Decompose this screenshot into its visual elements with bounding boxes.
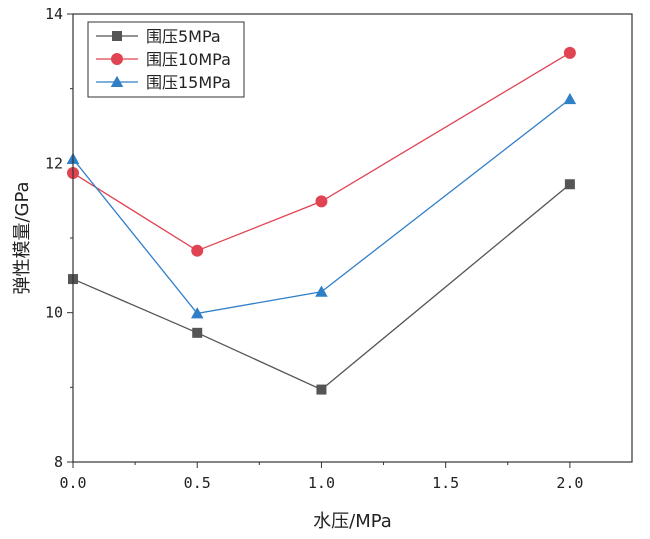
- series-line: [72, 183, 571, 391]
- y-tick-label: 14: [45, 5, 63, 23]
- ticks-layer: 0.0 0.5 1.0 1.5 2.0 8 10 12 14: [45, 5, 583, 492]
- data-point: [564, 179, 575, 190]
- data-point: [315, 195, 328, 208]
- data-point: [110, 75, 124, 87]
- x-tick-label: 0.5: [184, 474, 211, 492]
- x-axis-title: 水压/MPa: [313, 511, 392, 532]
- data-point: [563, 92, 577, 105]
- legend-label: 围压5MPa: [146, 27, 221, 46]
- x-tick-label: 0.0: [59, 474, 86, 492]
- x-tick-label: 1.0: [308, 474, 335, 492]
- data-point: [315, 285, 328, 297]
- data-point: [190, 307, 204, 319]
- legend-item: 围压10MPa: [96, 50, 231, 69]
- data-point: [191, 244, 204, 257]
- x-tick-label: 2.0: [556, 474, 583, 492]
- data-point: [192, 327, 203, 338]
- legend-label: 围压15MPa: [146, 73, 231, 92]
- legend-item: 围压15MPa: [96, 73, 231, 92]
- y-tick-label: 8: [54, 453, 63, 471]
- y-tick-label: 10: [45, 304, 63, 322]
- series-2: [67, 46, 576, 257]
- legend-label: 围压10MPa: [146, 50, 231, 69]
- x-tick-label: 1.5: [432, 474, 459, 492]
- series-layer: [66, 46, 577, 395]
- plot-frame: [72, 13, 633, 463]
- y-axis-title: 弹性模量/GPa: [12, 181, 33, 294]
- series-line: [72, 98, 571, 315]
- series-line: [72, 52, 571, 252]
- data-point: [111, 53, 123, 65]
- y-tick-label: 12: [45, 154, 63, 172]
- data-point: [112, 31, 122, 41]
- data-point: [563, 46, 576, 59]
- legend-item: 围压5MPa: [96, 27, 221, 46]
- legend: 围压5MPa 围压10MPa 围压15MPa: [87, 21, 245, 98]
- data-point: [316, 384, 327, 395]
